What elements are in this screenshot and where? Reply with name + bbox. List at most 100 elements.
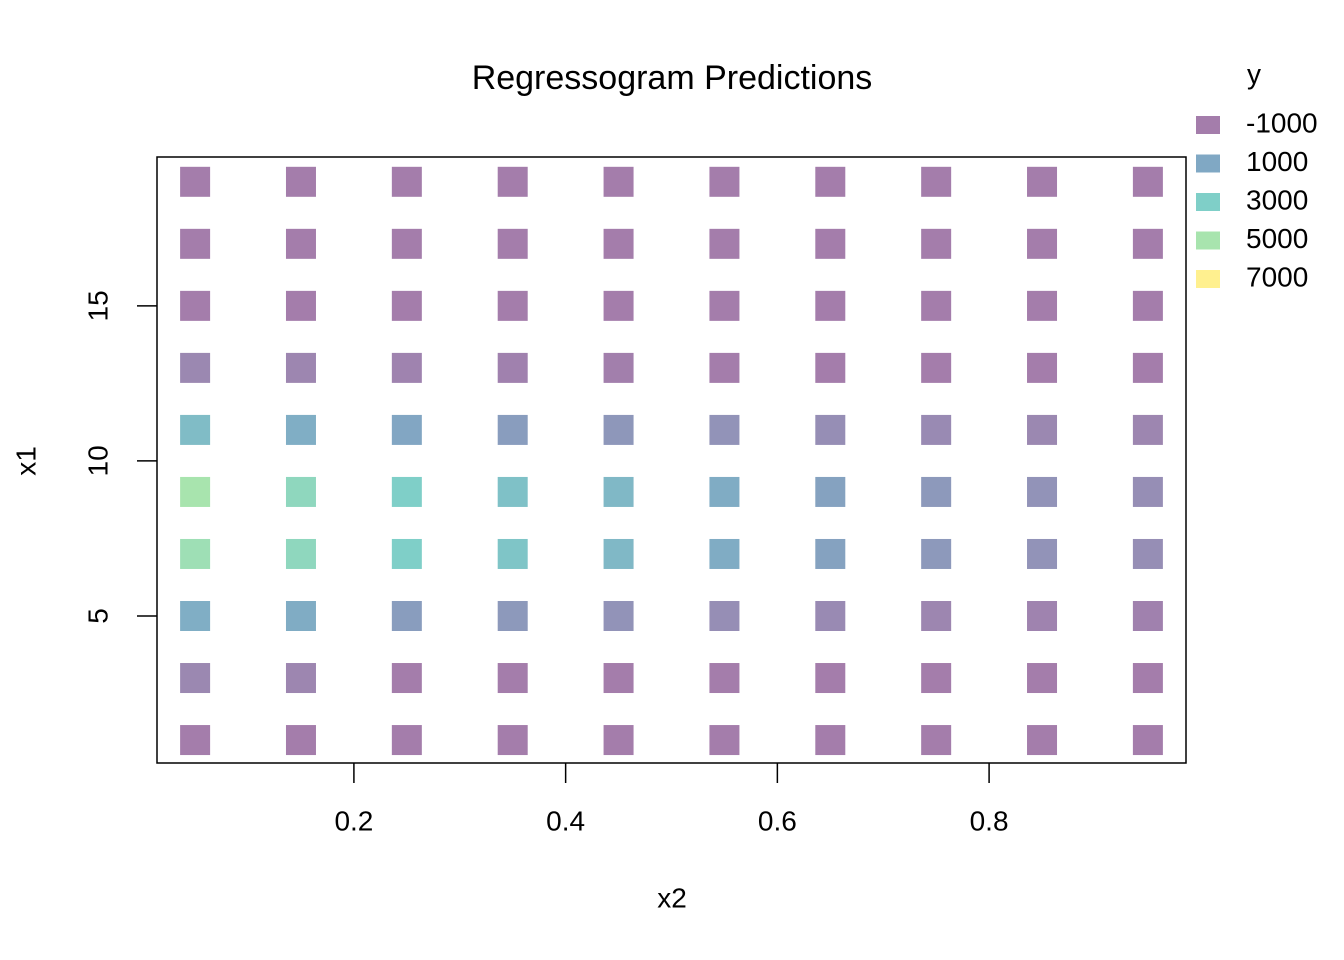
legend-swatch [1196,193,1220,211]
cell [1132,290,1163,321]
cell [285,600,316,631]
legend-swatch [1196,270,1220,288]
cell [815,600,846,631]
cell [709,414,740,445]
cell [391,538,422,569]
cell [815,663,846,694]
cell [815,352,846,383]
cell [603,538,634,569]
legend-swatch [1196,231,1220,250]
cell [921,725,952,756]
cell [285,538,316,569]
cell [815,725,846,756]
cell [709,476,740,507]
legend-label: 5000 [1246,223,1308,254]
cell [709,352,740,383]
cell [709,538,740,569]
cell [603,414,634,445]
cell [391,663,422,694]
cell [603,290,634,321]
y-axis-label: x1 [10,446,41,476]
cell [815,538,846,569]
y-tick-label: 5 [82,608,113,624]
cell [1027,600,1058,631]
cell [709,663,740,694]
cell [921,352,952,383]
cell [815,414,846,445]
cell [391,600,422,631]
cell [1027,476,1058,507]
cell [709,290,740,321]
cell [180,663,211,694]
cell [921,228,952,259]
cell [603,228,634,259]
cell [285,476,316,507]
cell [603,166,634,197]
cell [709,228,740,259]
cell [497,352,528,383]
x-tick-label: 0.2 [334,805,373,836]
cell [180,166,211,197]
cell [285,166,316,197]
legend-label: 7000 [1246,261,1308,292]
cell [1132,538,1163,569]
cell [497,290,528,321]
cell [1027,725,1058,756]
cell [1132,476,1163,507]
cell [180,600,211,631]
cell [603,663,634,694]
cell [497,228,528,259]
cell [285,290,316,321]
cell [180,476,211,507]
cell [391,414,422,445]
cell [1132,600,1163,631]
cell [709,725,740,756]
cell [921,166,952,197]
cell [1027,663,1058,694]
x-tick-label: 0.6 [758,805,797,836]
cell [921,538,952,569]
cell [497,166,528,197]
plot-frame [156,156,1187,764]
legend-swatch [1196,154,1220,173]
cell [709,600,740,631]
cell [815,476,846,507]
cell [180,414,211,445]
cell [180,538,211,569]
cell [921,476,952,507]
legend-label: 3000 [1246,184,1308,215]
cell [1027,352,1058,383]
cell [391,476,422,507]
x-axis-label: x2 [657,882,687,913]
cell [815,290,846,321]
cell [180,290,211,321]
cell [285,352,316,383]
cell [1132,663,1163,694]
cell [815,166,846,197]
cell [285,725,316,756]
cell [180,228,211,259]
y-tick-label: 10 [82,445,113,476]
cell [709,166,740,197]
x-tick-label: 0.4 [546,805,585,836]
legend-label: 1000 [1246,146,1308,177]
cell [497,476,528,507]
cell [391,290,422,321]
cell [391,725,422,756]
y-tick-label: 15 [82,290,113,321]
cell [497,725,528,756]
legend-label: -1000 [1246,107,1318,138]
cell [180,725,211,756]
cell [1027,414,1058,445]
cell [1132,414,1163,445]
cell [497,414,528,445]
cell [1027,228,1058,259]
cell [391,352,422,383]
legend-swatch [1196,116,1220,134]
cell [180,352,211,383]
cell [1132,725,1163,756]
cell [1132,228,1163,259]
cell [285,663,316,694]
cell [1027,538,1058,569]
